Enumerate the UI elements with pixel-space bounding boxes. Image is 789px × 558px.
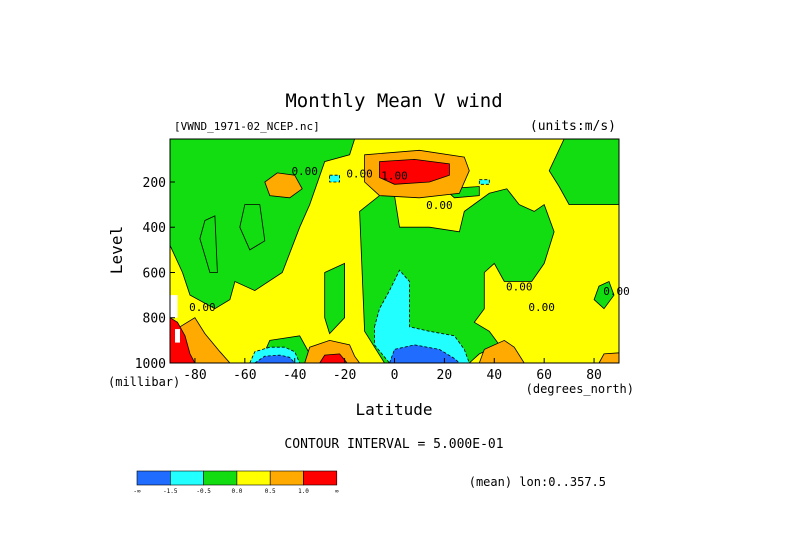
y-tick-label-3: 800 [143, 312, 166, 327]
colorbar-label-6: ∞ [335, 488, 339, 495]
chart-title: Monthly Mean V wind [285, 90, 502, 112]
x-axis-label: Latitude [355, 400, 432, 419]
dataset-label: [VWND_1971-02_NCEP.nc] [174, 120, 320, 133]
x-tick-label-8: 80 [586, 368, 602, 383]
colorbar-swatch-3 [236, 470, 271, 486]
contour-region-23 [329, 174, 341, 183]
x-tick-label-7: 60 [536, 368, 552, 383]
x-tick-label-6: 40 [486, 368, 502, 383]
contour-region-4 [324, 262, 346, 335]
colorbar-swatch-2 [203, 470, 238, 486]
x-tick-label-0: -80 [183, 368, 206, 383]
contour-label-7: 0.00 [603, 285, 630, 298]
plot-area [169, 138, 620, 364]
colorbar: -∞ -1.5 -0.5 0.0 0.5 1.0 ∞ [133, 470, 339, 495]
x-tick-label-5: 20 [437, 368, 453, 383]
contour-region-26 [175, 329, 180, 343]
colorbar-label-2: -0.5 [196, 488, 211, 495]
y-axis: 200 400 600 800 1000 [135, 176, 175, 372]
y-tick-label-2: 600 [143, 266, 166, 281]
y-units-label: (millibar) [108, 375, 180, 389]
colorbar-swatch-5 [303, 470, 338, 486]
colorbar-swatch-1 [170, 470, 204, 486]
contour-region-21 [374, 269, 470, 364]
contour-label-5: 0.00 [189, 301, 216, 314]
contour-region-3 [239, 204, 266, 251]
x-axis: -80 -60 -40 -20 0 20 40 60 80 [183, 358, 602, 383]
contour-label-1: 0.00 [346, 167, 373, 180]
contour-region-25 [170, 295, 178, 318]
y-tick-label-4: 1000 [135, 357, 166, 372]
x-tick-label-3: -20 [333, 368, 356, 383]
contour-label-6: 0.00 [528, 301, 555, 314]
contour-region-9 [593, 280, 615, 310]
y-axis-label: Level [107, 226, 126, 274]
x-tick-label-2: -40 [283, 368, 306, 383]
contour-label-0: 0.00 [291, 165, 318, 178]
colorbar-label-0: -∞ [133, 488, 141, 495]
colorbar-swatch-4 [269, 470, 304, 486]
colorbar-label-1: -1.5 [163, 488, 178, 495]
contour-label-2: 1.00 [381, 170, 408, 183]
contour-region-11 [379, 158, 450, 185]
colorbar-label-4: 0.5 [265, 488, 276, 495]
x-tick-label-1: -60 [233, 368, 256, 383]
mean-label: (mean) lon:0..357.5 [469, 475, 606, 489]
contour-region-12 [264, 172, 303, 199]
contour-region-22 [388, 344, 461, 364]
colorbar-swatch-0 [136, 470, 171, 486]
contour-label-3: 0.00 [426, 199, 453, 212]
contour-label-4: 0.00 [506, 281, 533, 294]
contour-interval-label: CONTOUR INTERVAL = 5.000E-01 [284, 437, 503, 452]
colorbar-label-3: 0.0 [231, 488, 242, 495]
contour-region-2 [199, 215, 218, 273]
contour-region-24 [478, 179, 490, 185]
contour-labels: 0.00 0.00 1.00 0.00 0.00 0.00 0.00 0.00 [189, 165, 630, 314]
colorbar-label-5: 1.0 [298, 488, 309, 495]
y-tick-label-0: 200 [143, 176, 166, 191]
x-units-label: (degrees_north) [526, 382, 634, 396]
x-tick-label-4: 0 [391, 368, 399, 383]
units-label: (units:m/s) [530, 119, 616, 134]
y-tick-label-1: 400 [143, 221, 166, 236]
